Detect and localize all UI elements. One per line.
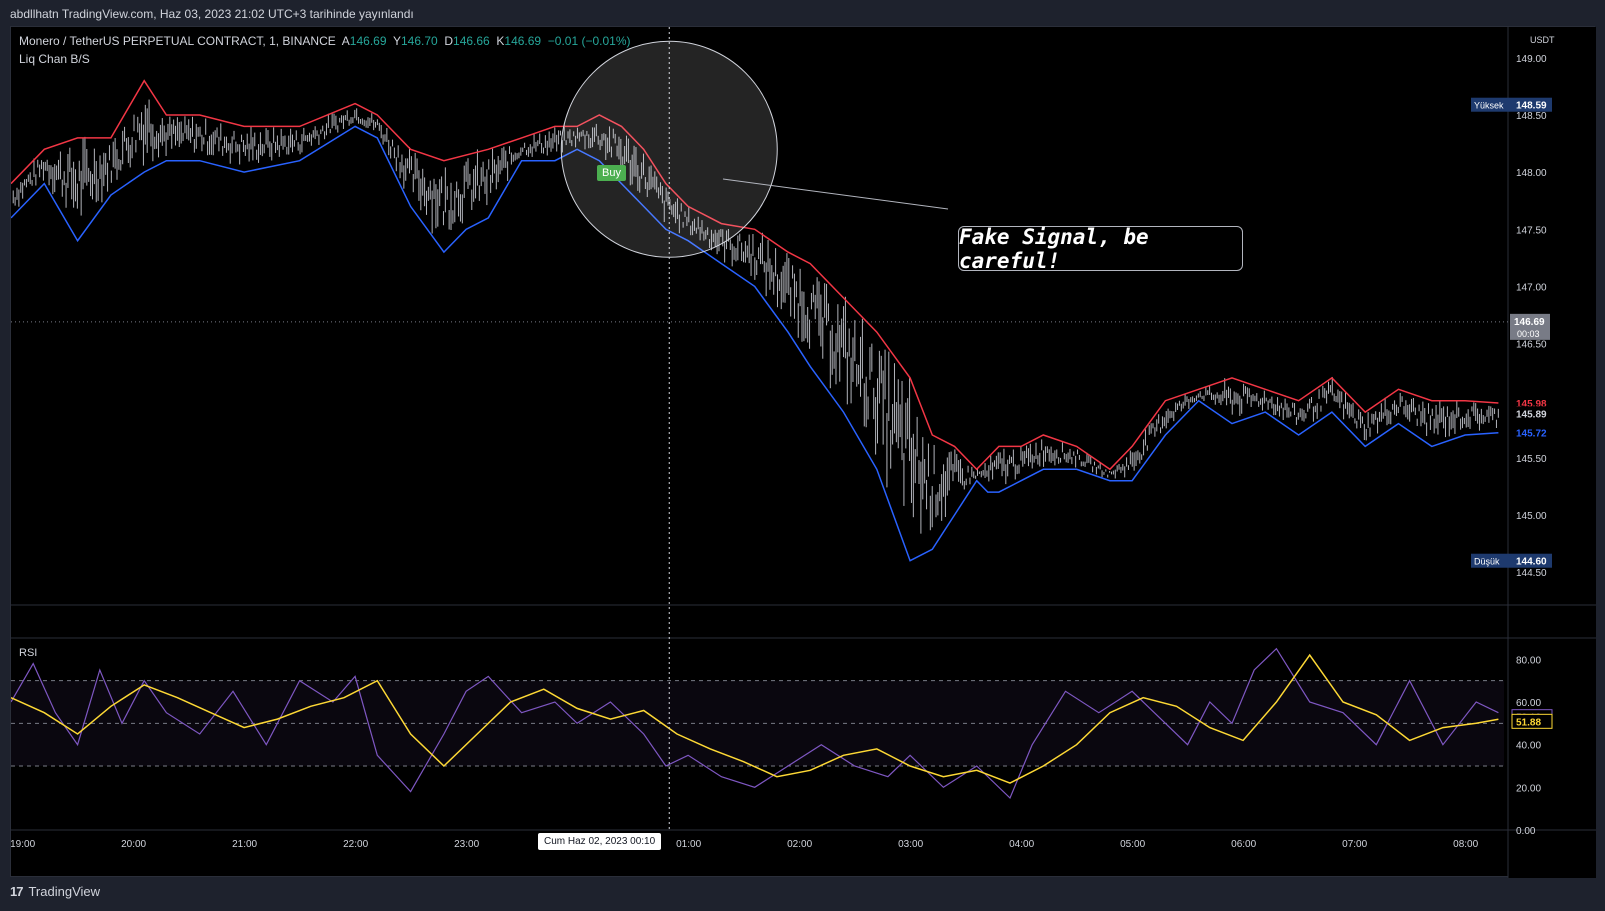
- tradingview-logo-icon[interactable]: 17: [10, 883, 24, 899]
- rsi-tick-label: 20.00: [1516, 783, 1541, 794]
- low-price-tag-label-bg: [1471, 553, 1512, 568]
- high-price-tag-bg: [1512, 97, 1552, 112]
- countdown-value: 00:03: [1517, 329, 1540, 339]
- change-value: −0.01 (−0.01%): [547, 34, 631, 48]
- highlight-circle: [560, 40, 778, 258]
- last-price-value: 146.69: [1514, 317, 1545, 328]
- price-tick-label: 147.00: [1516, 282, 1547, 293]
- high-price-tag-label-bg: [1471, 97, 1512, 112]
- price-tick-label: 148.50: [1516, 111, 1547, 122]
- time-tick-label: 19:00: [11, 839, 36, 850]
- time-tick-label: 08:00: [1453, 839, 1478, 850]
- chart-legend: Monero / TetherUS PERPETUAL CONTRACT, 1,…: [19, 34, 631, 66]
- indicator-name[interactable]: Liq Chan B/S: [19, 52, 90, 66]
- price-tick-label: 145.50: [1516, 454, 1547, 465]
- upper-last-tag: 145.98: [1516, 399, 1547, 410]
- open-label: A: [341, 34, 350, 48]
- liq-chan-lower-line: [11, 125, 1499, 562]
- close-value: 146.69: [504, 34, 542, 48]
- rsi-tick-label: 60.00: [1516, 698, 1541, 709]
- time-tick-label: 05:00: [1120, 839, 1145, 850]
- price-tick-label: 145.00: [1516, 511, 1547, 522]
- low-price-tag-bg: [1512, 553, 1552, 568]
- rsi-ma-last-tag: 51.88: [1516, 717, 1541, 728]
- low-label: D: [444, 34, 454, 48]
- rsi-tick-label: 0.00: [1516, 826, 1536, 837]
- time-tick-label: 06:00: [1231, 839, 1256, 850]
- rsi-line: [11, 647, 1499, 800]
- open-value: 146.69: [349, 34, 387, 48]
- rsi-pane-label[interactable]: RSI: [19, 647, 38, 659]
- rsi-ma-last-bg: [1511, 713, 1553, 729]
- close-label: K: [496, 34, 505, 48]
- close-last-tag-bg: [1512, 406, 1552, 421]
- price-tick-label: 149.00: [1516, 54, 1547, 65]
- time-tick-label: 01:00: [676, 839, 701, 850]
- time-tick-label: 22:00: [343, 839, 368, 850]
- high-label: Y: [392, 34, 401, 48]
- time-tick-label: 04:00: [1009, 839, 1034, 850]
- currency-label: USDT: [1530, 35, 1555, 45]
- rsi-ma-line: [11, 653, 1499, 784]
- price-tick-label: 147.50: [1516, 225, 1547, 236]
- time-tick-label: 07:00: [1342, 839, 1367, 850]
- rsi-tick-label: 40.00: [1516, 741, 1541, 752]
- symbol-title[interactable]: Monero / TetherUS PERPETUAL CONTRACT, 1,…: [19, 34, 336, 48]
- time-tick-label: 23:00: [454, 839, 479, 850]
- time-tick-label: 02:00: [787, 839, 812, 850]
- time-tick-label: 21:00: [232, 839, 257, 850]
- footer: 17 TradingView: [10, 877, 100, 905]
- chart-frame[interactable]: USDT 149.00 148.50 148.00 147.50 147.00 146.50…: [10, 26, 1596, 878]
- price-tick-label: 146.50: [1516, 340, 1547, 351]
- liq-chan-upper-line: [11, 79, 1499, 471]
- low-value: 146.66: [453, 34, 490, 48]
- chart-canvas[interactable]: USDT 149.00 148.50 148.00 147.50 147.00 146.50…: [11, 27, 1596, 878]
- price-axis[interactable]: [1508, 27, 1596, 878]
- high-price-tag: 148.59: [1516, 101, 1547, 112]
- brand-name[interactable]: TradingView: [28, 883, 101, 899]
- buy-signal-tag: Buy: [597, 165, 626, 181]
- callout-connector: [722, 178, 949, 210]
- publish-header: abdllhatn TradingView.com, Haz 03, 2023 …: [10, 7, 414, 21]
- rsi-tick-label: 80.00: [1516, 655, 1541, 666]
- fake-signal-callout: Fake Signal, be careful!: [958, 225, 1243, 273]
- time-tick-label: 20:00: [121, 839, 146, 850]
- high-value: 146.70: [400, 34, 438, 48]
- crosshair-time-tooltip: Cum Haz 02, 2023 00:10: [538, 833, 662, 850]
- price-tick-label: 148.00: [1516, 168, 1547, 179]
- high-price-tag-label: Yüksek: [1474, 101, 1504, 111]
- low-price-tag: 144.60: [1516, 557, 1547, 568]
- low-price-tag-label: Düşük: [1474, 557, 1500, 567]
- close-last-tag: 145.89: [1516, 409, 1547, 420]
- last-price-box: [1510, 313, 1550, 340]
- price-tick-label: 144.50: [1516, 568, 1547, 579]
- time-tick-label: 03:00: [898, 839, 923, 850]
- lower-last-tag-bg: [1512, 425, 1552, 440]
- lower-last-tag: 145.72: [1516, 429, 1547, 440]
